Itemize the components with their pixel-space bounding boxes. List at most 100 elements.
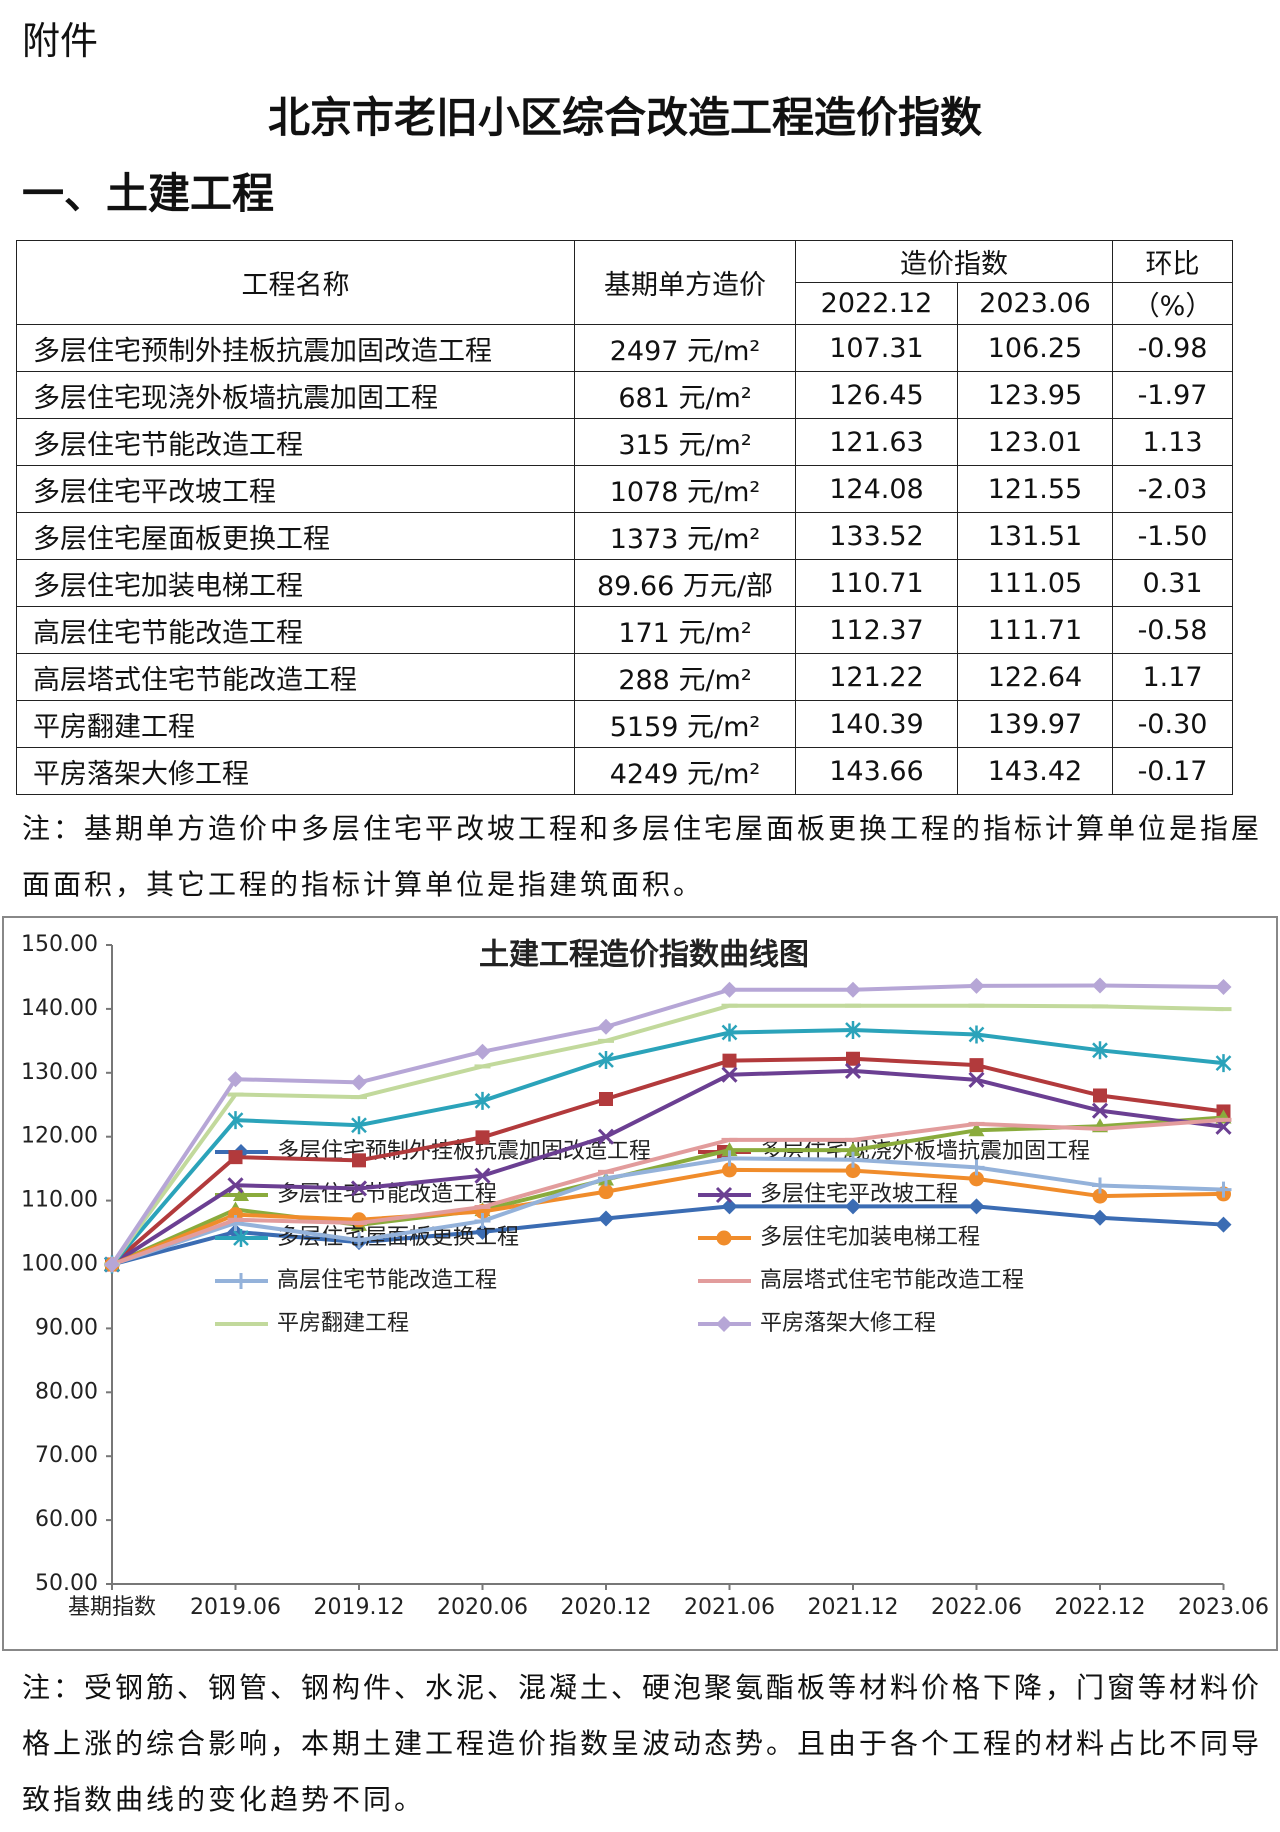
table-cell: 131.51: [957, 512, 1113, 560]
project-name: 多层住宅预制外挂板抗震加固改造工程: [16, 324, 575, 372]
project-name: 平房翻建工程: [16, 700, 575, 748]
data-point: [474, 1223, 491, 1240]
table-cell: -2.03: [1112, 465, 1233, 513]
series-line: [110, 1027, 1224, 1266]
header-row: 工程名称 基期单方造价 造价指数 环比: [16, 240, 1233, 325]
index-table: 工程名称 基期单方造价 造价指数 环比 2022.12 2023.06 （%） …: [16, 240, 1233, 795]
header-cell: 造价指数: [795, 240, 1113, 283]
header-cell: 环比: [1112, 240, 1233, 283]
attachment-label: 附件: [22, 19, 99, 63]
subheader-cell: 2022.12: [795, 282, 958, 325]
chart-title: 土建工程造价指数曲线图: [479, 938, 809, 973]
x-tick-label: 2023.06: [1178, 1595, 1269, 1620]
series-line: [111, 1156, 1224, 1267]
data-point: [845, 981, 861, 998]
table-cell: 5159 元/m²: [574, 700, 796, 748]
table-cell: 0.31: [1112, 559, 1233, 607]
data-point: [968, 1198, 985, 1215]
table-row: 高层住宅节能改造工程 171 元/m² 112.37 111.71 -0.58: [16, 606, 1233, 654]
data-point: [474, 1043, 491, 1060]
table-cell: 288 元/m²: [574, 653, 796, 701]
table-cell: -0.58: [1112, 606, 1233, 654]
project-name: 高层塔式住宅节能改造工程: [16, 653, 575, 701]
table-cell: 122.64: [957, 653, 1113, 701]
data-point: [1092, 1177, 1108, 1194]
data-point: [968, 977, 985, 994]
y-tick-label: 70.00: [35, 1443, 98, 1468]
table-note: 注：基期单方造价中多层住宅平改坡工程和多层住宅屋面板更换工程的指标计算单位是指屋…: [22, 812, 1263, 901]
chart-note: 注：受钢筋、钢管、钢构件、水泥、混凝土、硬泡聚氨酯板等材料价格下降，门窗等材料价…: [22, 1671, 1263, 1816]
table-cell: -1.50: [1112, 512, 1233, 560]
data-point: [968, 1122, 985, 1137]
table-row: 多层住宅现浇外板墙抗震加固工程 681 元/m² 126.45 123.95 -1.97: [16, 371, 1233, 419]
document-title: 北京市老旧小区综合改造工程造价指数: [267, 93, 982, 142]
legend-label: 多层住宅屋面板更换工程: [277, 1225, 519, 1250]
legend-label: 高层塔式住宅节能改造工程: [760, 1268, 1024, 1293]
data-point: [969, 1058, 984, 1073]
table-cell: 121.55: [957, 465, 1113, 513]
data-point: [228, 1150, 243, 1165]
table-row: 平房翻建工程 5159 元/m² 140.39 139.97 -0.30: [16, 700, 1233, 748]
x-tick-label: 2020.06: [437, 1595, 528, 1620]
data-point: [968, 1071, 985, 1088]
data-point: [721, 1198, 738, 1215]
legend-label: 平房翻建工程: [277, 1311, 409, 1336]
legend-marker: [233, 1187, 249, 1201]
data-point: [721, 1023, 738, 1042]
table-cell: 112.37: [795, 606, 958, 654]
series-line: [110, 983, 1224, 1266]
y-tick-label: 100.00: [21, 1252, 98, 1277]
table-row: 平房落架大修工程 4249 元/m² 143.66 143.42 -0.17: [16, 747, 1233, 795]
subheader-cell: 2023.06: [957, 282, 1113, 325]
data-point: [1092, 1041, 1108, 1060]
table-row: 多层住宅平改坡工程 1078 元/m² 124.08 121.55 -2.03: [16, 465, 1233, 513]
data-point: [845, 1142, 861, 1157]
series-line: [111, 1167, 1224, 1267]
table-cell: 140.39: [795, 700, 958, 748]
table-cell: 106.25: [957, 324, 1113, 372]
table-cell: 1373 元/m²: [574, 512, 796, 560]
y-tick-label: 140.00: [21, 996, 98, 1021]
table-cell: 315 元/m²: [574, 418, 796, 466]
data-point: [1215, 1181, 1232, 1198]
data-point: [1092, 1188, 1108, 1204]
table-cell: 121.63: [795, 418, 958, 466]
data-point: [350, 1180, 368, 1197]
table-cell: 143.66: [795, 747, 958, 795]
table-row: 多层住宅加装电梯工程 89.66 万元/部 110.71 111.05 0.31: [16, 559, 1233, 607]
data-point: [845, 1198, 861, 1215]
x-tick-label: 2022.12: [1055, 1595, 1146, 1620]
data-point: [1092, 1209, 1108, 1226]
project-name: 平房落架大修工程: [16, 747, 575, 795]
series-line: [111, 1117, 1224, 1267]
data-point: [104, 1256, 120, 1273]
table-cell: 1078 元/m²: [574, 465, 796, 513]
y-tick-label: 80.00: [35, 1379, 98, 1404]
data-point: [722, 1162, 737, 1178]
table-cell: 2497 元/m²: [574, 324, 796, 372]
y-tick-label: 50.00: [35, 1571, 98, 1596]
table-cell: 110.71: [795, 559, 958, 607]
header-cell: 基期单方造价: [574, 240, 796, 325]
data-point: [598, 1210, 614, 1227]
project-name: 多层住宅节能改造工程: [16, 418, 575, 466]
data-point: [598, 1184, 614, 1200]
legend-marker: [716, 1230, 732, 1246]
data-point: [599, 1091, 613, 1106]
y-tick-label: 60.00: [35, 1507, 98, 1532]
table-cell: 139.97: [957, 700, 1113, 748]
data-point: [721, 1142, 738, 1157]
table-cell: -0.98: [1112, 324, 1233, 372]
legend-marker: [716, 1316, 732, 1332]
data-point: [845, 1151, 861, 1168]
table-cell: -0.30: [1112, 700, 1233, 748]
y-tick-label: 90.00: [35, 1315, 98, 1340]
data-point: [721, 1066, 738, 1083]
table-cell: 681 元/m²: [574, 371, 796, 419]
table-cell: -1.97: [1112, 371, 1233, 419]
table-row: 多层住宅屋面板更换工程 1373 元/m² 133.52 131.51 -1.50: [16, 512, 1233, 560]
data-point: [227, 1177, 244, 1194]
data-point: [845, 1163, 861, 1179]
data-point: [1215, 1216, 1232, 1233]
y-tick-label: 120.00: [21, 1124, 98, 1149]
